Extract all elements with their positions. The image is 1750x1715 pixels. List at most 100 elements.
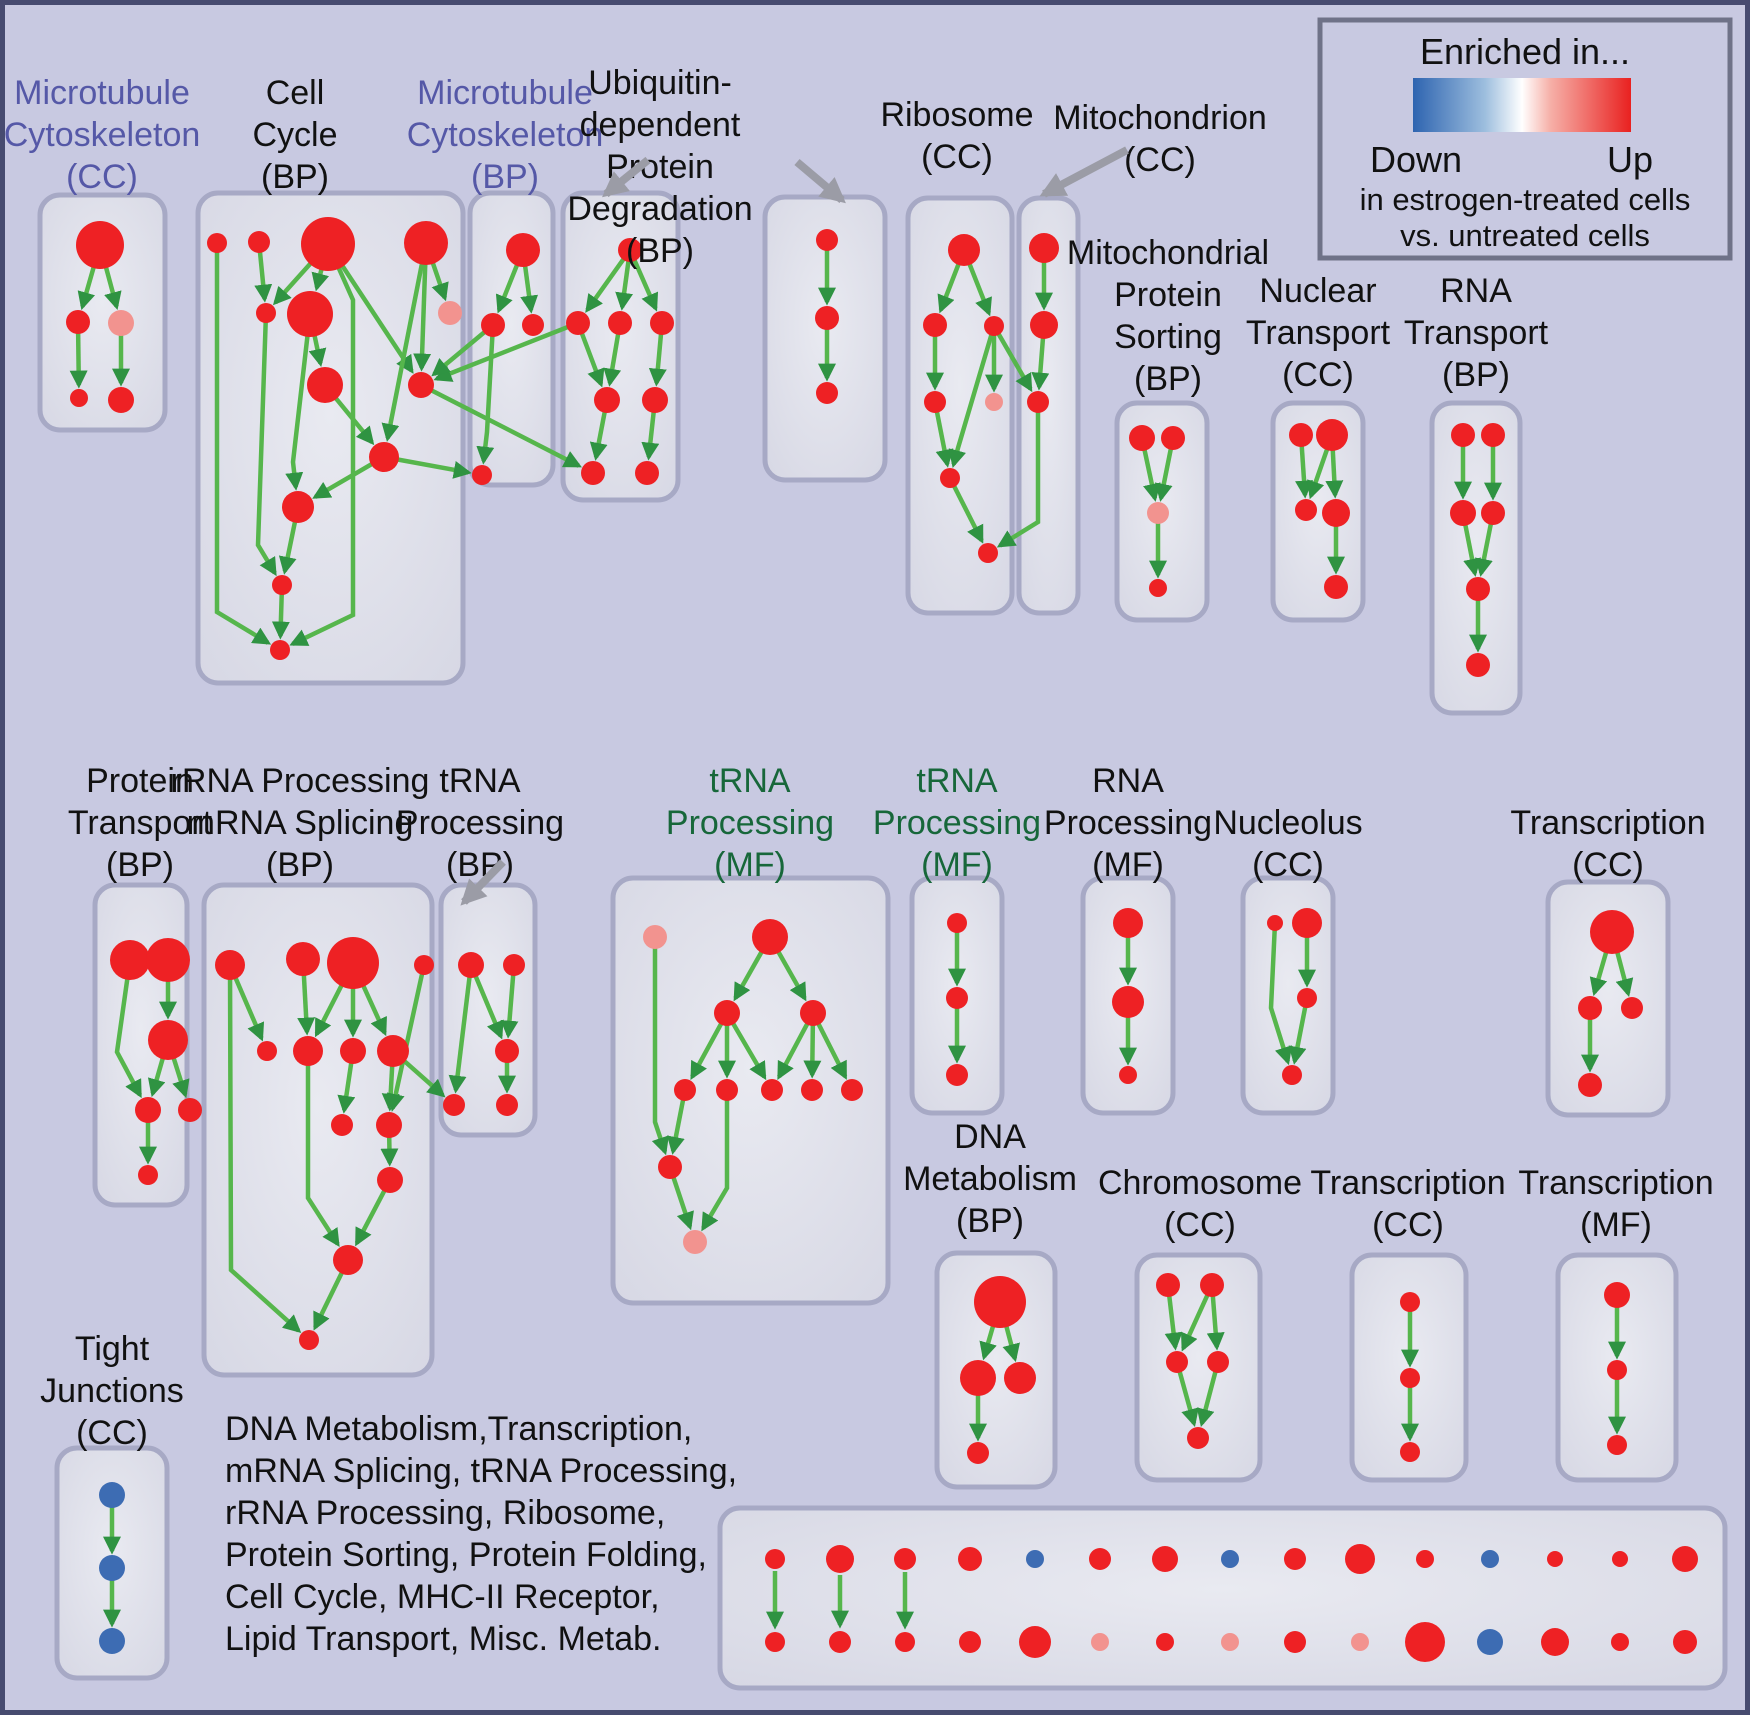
node-mps2-red (1161, 426, 1185, 450)
node-mps4-red (1149, 579, 1167, 597)
node-cc8-red (307, 367, 343, 403)
misc-node-bottom-13-red (1611, 1633, 1629, 1651)
legend-box (1317, 17, 1733, 261)
label-protein-transport-bp: Protein Transport (BP) (68, 762, 213, 884)
node-rt5-red (1466, 577, 1490, 601)
node-ub4b-red (635, 461, 659, 485)
node-tn2-red (946, 987, 968, 1009)
edge-rr6-rr12 (305, 1051, 340, 1248)
label-tight-junctions-cc: Tight Junctions (CC) (40, 1330, 184, 1452)
misc-node-bottom-5-pink (1091, 1633, 1109, 1651)
node-rt1-red (1451, 423, 1475, 447)
edge-nu3-nu4 (1288, 997, 1310, 1065)
edge-cc5-cc12 (255, 312, 277, 577)
node-ub3a-red (594, 387, 620, 413)
label-rna-processing-mf: RNA Processing (MF) (1044, 762, 1212, 884)
node-cc11-red (282, 491, 314, 523)
node-mx1-red (1029, 233, 1059, 263)
edge-cc3-cc13 (289, 243, 356, 646)
node-cc3-red (301, 217, 355, 271)
node-ub3b-red (642, 387, 668, 413)
misc-node-top-14-red (1672, 1546, 1698, 1572)
node-ub2c-red (650, 311, 674, 335)
node-rr10-red (376, 1112, 402, 1138)
node-pt3-red (148, 1020, 188, 1060)
node-t41-red (1604, 1282, 1630, 1308)
node-ch1-red (1156, 1273, 1180, 1297)
node-mtcc4-red (70, 389, 88, 407)
node-t32-red (1400, 1368, 1420, 1388)
misc-node-top-4-blue (1026, 1550, 1044, 1568)
node-tm10-red (658, 1155, 682, 1179)
node-nu2-red (1292, 908, 1322, 938)
node-tn1-red (947, 913, 967, 933)
node-pt2-red (146, 938, 190, 982)
node-mbp3-red (522, 314, 544, 336)
label-transcription-cc-row2: Transcription (CC) (1510, 804, 1705, 884)
legend-subtitle-line1: in estrogen-treated cells (1360, 182, 1691, 217)
cluster-labels: Microtubule Cytoskeleton (CC) Cell Cycle (BP)… (4, 64, 1714, 1452)
misc-node-bottom-8-red (1284, 1631, 1306, 1653)
edge-tm6-tm11 (701, 1090, 730, 1232)
misc-node-top-10-red (1416, 1550, 1434, 1568)
node-dm4-red (967, 1442, 989, 1464)
label-chromosome-cc: Chromosome (CC) (1098, 1164, 1302, 1244)
misc-node-top-8-red (1284, 1548, 1306, 1570)
node-rp1-red (1113, 908, 1143, 938)
label-trna-processing-mf-1: tRNA Processing (MF) (666, 762, 834, 884)
node-rb2-red (923, 313, 947, 337)
node-trb3-red (495, 1039, 519, 1063)
misc-node-top-6-red (1152, 1546, 1178, 1572)
node-dm1-red (974, 1276, 1026, 1328)
edge-pt1-pt4 (114, 959, 142, 1099)
node-rt6-red (1466, 653, 1490, 677)
edge-rr4-rr10 (386, 964, 427, 1112)
node-rt4-red (1481, 501, 1505, 525)
node-rr9-red (331, 1114, 353, 1136)
graph-nodes (66, 217, 1643, 1654)
label-pointer-arrows (460, 146, 1129, 906)
misc-category-text: DNA Metabolism,Transcription, mRNA Splici… (225, 1410, 737, 1658)
legend: Enriched in... Down Up in estrogen-treat… (1317, 17, 1733, 261)
edge-rb3-mx3 (992, 324, 1033, 393)
node-rb1-red (948, 234, 980, 266)
legend-subtitle-line2: vs. untreated cells (1400, 218, 1650, 253)
label-nucleolus-cc: Nucleolus (CC) (1213, 804, 1362, 884)
node-mtcc3-pink (108, 310, 134, 336)
node-mx3-red (1027, 391, 1049, 413)
node-t42-red (1607, 1360, 1627, 1380)
edge-tm1-tm10 (651, 937, 669, 1156)
node-mtcc5-red (108, 387, 134, 413)
node-mps1-red (1129, 425, 1155, 451)
misc-node-bottom-9-pink (1351, 1633, 1369, 1651)
misc-cluster-dots (765, 1544, 1698, 1662)
node-ch2-red (1200, 1273, 1224, 1297)
edge-trb2-trb3 (500, 964, 519, 1039)
legend-title: Enriched in... (1420, 31, 1630, 72)
node-t31-red (1400, 1292, 1420, 1312)
node-tm6-red (716, 1079, 738, 1101)
legend-down-label: Down (1370, 139, 1462, 180)
edge-rr1-rr13 (227, 964, 302, 1334)
node-cc4-red (404, 221, 448, 265)
misc-node-top-2-red (894, 1548, 916, 1570)
node-ubx1-red (816, 229, 838, 251)
node-pt5-red (178, 1098, 202, 1122)
node-cc2-red (248, 231, 270, 253)
node-rr2-red (286, 942, 320, 976)
ubiquitin-pointer-left-icon (602, 156, 651, 198)
edge-trb1-trb4 (448, 964, 474, 1094)
label-ubiquitin-degradation-bp: Ubiquitin-dependent Protein Degradation (BP… (567, 64, 752, 270)
misc-node-bottom-11-blue (1477, 1629, 1503, 1655)
node-ch4-red (1207, 1351, 1229, 1373)
node-nt3-red (1295, 499, 1317, 521)
node-cc7-pink (438, 301, 462, 325)
node-tc1-red (1590, 910, 1634, 954)
misc-node-bottom-6-red (1156, 1633, 1174, 1651)
node-pt4-red (135, 1097, 161, 1123)
node-rr8-red (377, 1035, 409, 1067)
node-tj1-blue (99, 1482, 125, 1508)
